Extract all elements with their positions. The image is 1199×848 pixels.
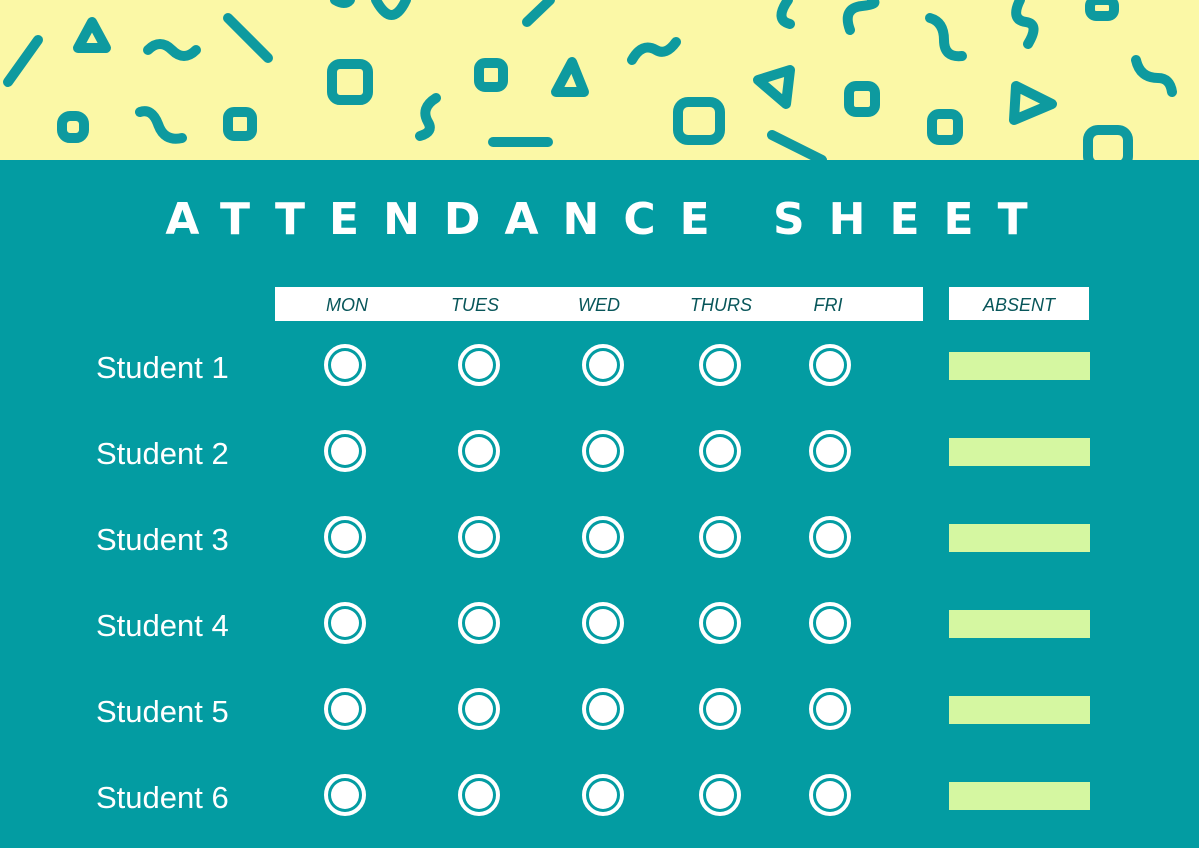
attendance-checkbox-wed[interactable] <box>582 430 624 472</box>
absent-field[interactable] <box>949 524 1090 552</box>
absent-field[interactable] <box>949 438 1090 466</box>
student-row: Student 5 <box>0 682 1199 742</box>
attendance-checkbox-fri[interactable] <box>809 688 851 730</box>
attendance-checkbox-wed[interactable] <box>582 774 624 816</box>
student-row: Student 1 <box>0 338 1199 398</box>
attendance-checkbox-fri[interactable] <box>809 516 851 558</box>
attendance-checkbox-thurs[interactable] <box>699 774 741 816</box>
absent-header-label: ABSENT <box>982 295 1056 315</box>
student-row: Student 3 <box>0 510 1199 570</box>
attendance-checkbox-mon[interactable] <box>324 774 366 816</box>
attendance-checkbox-tues[interactable] <box>458 774 500 816</box>
attendance-checkbox-tues[interactable] <box>458 516 500 558</box>
attendance-checkbox-wed[interactable] <box>582 602 624 644</box>
attendance-checkbox-fri[interactable] <box>809 602 851 644</box>
attendance-checkbox-mon[interactable] <box>324 430 366 472</box>
day-header-fri: FRI <box>813 295 843 315</box>
attendance-checkbox-mon[interactable] <box>324 688 366 730</box>
attendance-checkbox-thurs[interactable] <box>699 688 741 730</box>
attendance-checkbox-fri[interactable] <box>809 430 851 472</box>
attendance-checkbox-thurs[interactable] <box>699 516 741 558</box>
student-name: Student 2 <box>96 436 229 471</box>
attendance-checkbox-mon[interactable] <box>324 344 366 386</box>
day-header-mon: MON <box>326 295 368 315</box>
student-row: Student 4 <box>0 596 1199 656</box>
day-header-bar: MON TUES WED THURS FRI <box>275 287 923 321</box>
attendance-checkbox-tues[interactable] <box>458 602 500 644</box>
attendance-checkbox-wed[interactable] <box>582 516 624 558</box>
student-name: Student 1 <box>96 350 229 385</box>
student-row: Student 2 <box>0 424 1199 484</box>
student-name: Student 3 <box>96 522 229 557</box>
attendance-checkbox-thurs[interactable] <box>699 430 741 472</box>
attendance-checkbox-fri[interactable] <box>809 344 851 386</box>
day-header-wed: WED <box>578 295 620 315</box>
attendance-checkbox-thurs[interactable] <box>699 602 741 644</box>
attendance-checkbox-mon[interactable] <box>324 516 366 558</box>
student-name: Student 4 <box>96 608 229 643</box>
absent-header-box: ABSENT <box>949 287 1089 320</box>
student-name: Student 6 <box>96 780 229 815</box>
day-header-tues: TUES <box>450 295 500 315</box>
attendance-checkbox-tues[interactable] <box>458 344 500 386</box>
memphis-pattern <box>0 0 1199 160</box>
absent-field[interactable] <box>949 352 1090 380</box>
absent-field[interactable] <box>949 696 1090 724</box>
attendance-checkbox-tues[interactable] <box>458 688 500 730</box>
student-name: Student 5 <box>96 694 229 729</box>
absent-field[interactable] <box>949 782 1090 810</box>
attendance-checkbox-wed[interactable] <box>582 688 624 730</box>
attendance-checkbox-fri[interactable] <box>809 774 851 816</box>
page-title: ATTENDANCE SHEET <box>165 194 1052 245</box>
attendance-panel <box>0 160 1199 848</box>
absent-field[interactable] <box>949 610 1090 638</box>
student-row: Student 6 <box>0 768 1199 828</box>
decorative-pattern-band <box>0 0 1199 160</box>
attendance-checkbox-wed[interactable] <box>582 344 624 386</box>
attendance-checkbox-tues[interactable] <box>458 430 500 472</box>
day-header-thurs: THURS <box>690 295 752 315</box>
attendance-checkbox-mon[interactable] <box>324 602 366 644</box>
attendance-checkbox-thurs[interactable] <box>699 344 741 386</box>
